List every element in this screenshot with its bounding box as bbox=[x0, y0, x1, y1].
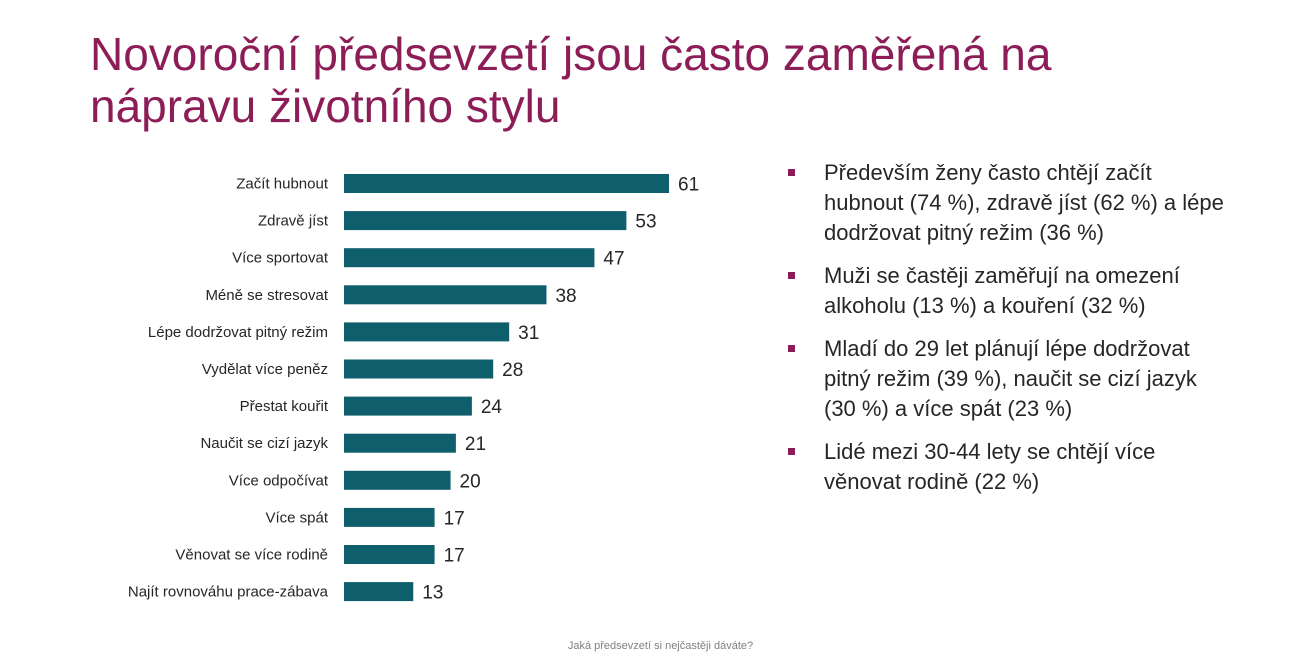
data-label: 17 bbox=[444, 508, 465, 529]
bullet-item: Mladí do 29 let plánují lépe dodržovat p… bbox=[788, 334, 1228, 424]
bar bbox=[344, 582, 414, 602]
data-label: 47 bbox=[603, 249, 624, 270]
category-label: Začít hubnout bbox=[236, 176, 329, 193]
category-label: Více sportovat bbox=[232, 250, 329, 267]
bar bbox=[344, 396, 472, 416]
data-label: 31 bbox=[518, 323, 539, 344]
bar bbox=[344, 470, 451, 490]
data-label: 28 bbox=[502, 360, 523, 381]
category-label: Naučit se cizí jazyk bbox=[200, 435, 328, 452]
bar bbox=[344, 545, 435, 564]
category-label: Více odpočívat bbox=[229, 472, 329, 489]
bullet-item: Lidé mezi 30-44 lety se chtějí více věno… bbox=[788, 437, 1228, 497]
data-label: 21 bbox=[465, 434, 486, 455]
category-label: Najít rovnováhu prace-zábava bbox=[128, 584, 329, 601]
footnote: Jaká předsevzetí si nejčastěji dáváte? bbox=[567, 640, 754, 652]
category-label: Věnovat se více rodině bbox=[175, 547, 328, 564]
category-label: Více spát bbox=[265, 509, 328, 526]
category-label: Vydělat více peněz bbox=[202, 361, 328, 378]
category-label: Lépe dodržovat pitný režim bbox=[148, 324, 328, 341]
bar-chart-svg: Začít hubnout 61 Zdravě jíst 53 Více sportov… bbox=[128, 174, 699, 604]
square-bullet-icon bbox=[788, 448, 795, 455]
bar bbox=[344, 322, 510, 342]
bullet-text: Mladí do 29 let plánují lépe dodržovat p… bbox=[824, 336, 1197, 421]
data-label: 17 bbox=[444, 546, 465, 567]
bar bbox=[344, 507, 435, 527]
square-bullet-icon bbox=[788, 345, 795, 352]
bar bbox=[344, 174, 670, 193]
bar bbox=[344, 248, 595, 268]
category-label: Zdravě jíst bbox=[258, 213, 329, 230]
bar bbox=[344, 211, 627, 231]
bullet-text: Především ženy často chtějí začít hubnou… bbox=[824, 160, 1224, 245]
bar bbox=[344, 359, 494, 379]
data-label: 24 bbox=[481, 397, 503, 418]
bullet-text: Lidé mezi 30-44 lety se chtějí více věno… bbox=[824, 439, 1156, 494]
category-label: Přestat kouřit bbox=[240, 398, 329, 415]
data-label: 13 bbox=[422, 583, 443, 604]
slide-title: Novoroční předsevzetí jsou často zaměřen… bbox=[90, 28, 1052, 132]
bullet-text: Muži se častěji zaměřují na omezení alko… bbox=[824, 263, 1180, 318]
bullet-list: Především ženy často chtějí začít hubnou… bbox=[788, 158, 1228, 510]
data-label: 20 bbox=[460, 471, 481, 492]
bullet-item: Především ženy často chtějí začít hubnou… bbox=[788, 158, 1228, 248]
bar bbox=[344, 433, 456, 453]
data-label: 61 bbox=[678, 175, 699, 196]
data-label: 53 bbox=[635, 212, 656, 233]
bar bbox=[344, 285, 547, 305]
square-bullet-icon bbox=[788, 169, 795, 176]
bar-chart: Začít hubnout 61 Zdravě jíst 53 Více sportov… bbox=[0, 160, 740, 615]
category-label: Méně se stresovat bbox=[205, 287, 328, 304]
data-label: 38 bbox=[555, 286, 576, 307]
square-bullet-icon bbox=[788, 272, 795, 279]
bullet-item: Muži se častěji zaměřují na omezení alko… bbox=[788, 261, 1228, 321]
